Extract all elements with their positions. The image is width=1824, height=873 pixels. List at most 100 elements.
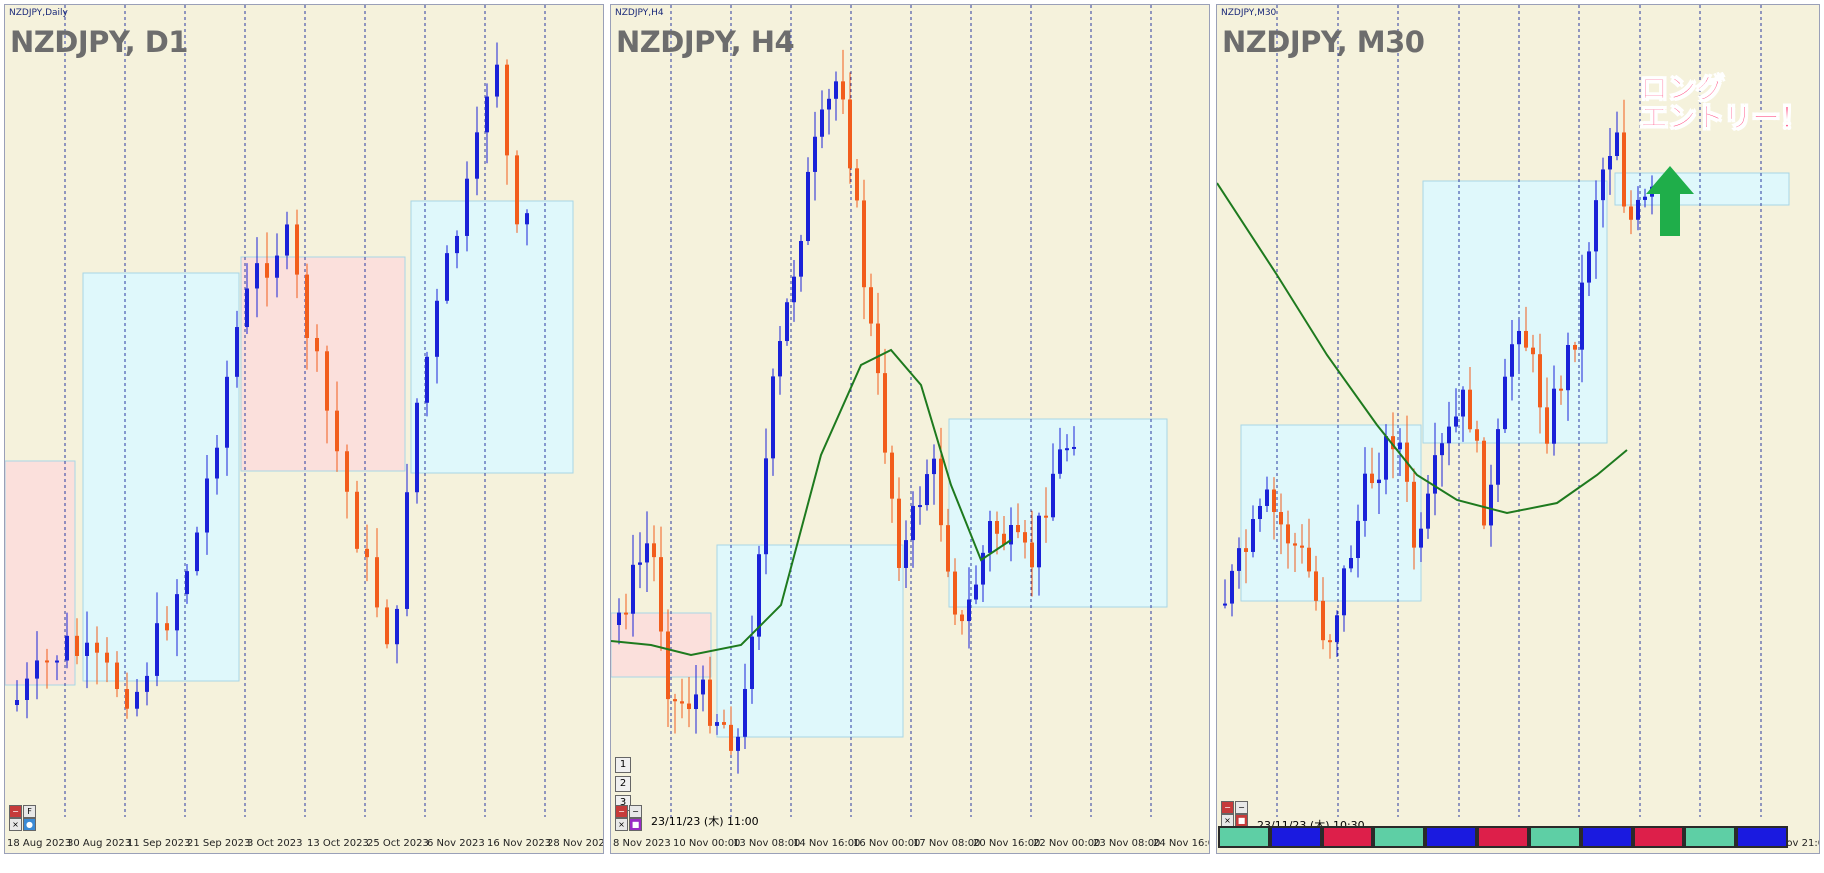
bear-candle bbox=[883, 373, 887, 453]
bear-candle bbox=[1391, 436, 1395, 450]
bull-candle bbox=[275, 255, 279, 278]
supply-demand-zone bbox=[1614, 172, 1790, 206]
supply-demand-zone bbox=[1422, 180, 1608, 444]
restore-icon[interactable]: − bbox=[1235, 801, 1248, 814]
bull-candle bbox=[445, 253, 449, 301]
button-2[interactable]: 2 bbox=[615, 776, 631, 792]
bull-candle bbox=[85, 642, 89, 656]
chart-panel-h4[interactable]: NZDJPY,H4 NZDJPY, H4 1 2 3 − − × ■ 23/11/2… bbox=[610, 4, 1210, 854]
bear-candle bbox=[1482, 440, 1486, 526]
bear-candle bbox=[505, 64, 509, 156]
bull-candle bbox=[1440, 443, 1444, 456]
bear-candle bbox=[1286, 524, 1290, 544]
bull-candle bbox=[155, 623, 159, 676]
bear-candle bbox=[1468, 389, 1472, 430]
bull-candle bbox=[1587, 251, 1591, 283]
bear-candle bbox=[1030, 542, 1034, 568]
bull-candle bbox=[205, 478, 209, 533]
bull-candle bbox=[778, 341, 782, 377]
bull-candle bbox=[834, 81, 838, 99]
restore-icon[interactable]: − bbox=[629, 805, 642, 818]
bull-candle bbox=[185, 571, 189, 595]
bull-candle bbox=[694, 694, 698, 710]
bear-candle bbox=[673, 699, 677, 702]
session-block bbox=[1425, 826, 1478, 848]
bear-candle bbox=[708, 679, 712, 726]
settings-icon[interactable]: ● bbox=[23, 818, 36, 831]
bear-candle bbox=[1328, 640, 1332, 643]
bear-candle bbox=[1300, 545, 1304, 548]
bear-candle bbox=[946, 525, 950, 572]
bull-candle bbox=[235, 327, 239, 377]
close-icon[interactable]: × bbox=[1221, 814, 1234, 827]
time-axis-tick: 13 Oct 2023 bbox=[307, 838, 369, 849]
bull-candle bbox=[1363, 473, 1367, 521]
bull-candle bbox=[1517, 330, 1521, 345]
bear-candle bbox=[1314, 571, 1318, 601]
bull-candle bbox=[715, 722, 719, 726]
bear-candle bbox=[325, 351, 329, 411]
time-axis-tick: 21 Sep 2023 bbox=[187, 838, 251, 849]
bull-candle bbox=[638, 562, 642, 565]
settings-icon[interactable]: ■ bbox=[629, 818, 642, 831]
bear-candle bbox=[1573, 344, 1577, 350]
button-f[interactable]: F bbox=[23, 805, 36, 818]
bear-candle bbox=[95, 642, 99, 653]
bear-candle bbox=[869, 287, 873, 324]
bear-candle bbox=[1002, 533, 1006, 545]
minimize-icon[interactable]: − bbox=[615, 805, 628, 818]
bull-candle bbox=[1230, 570, 1234, 604]
bear-candle bbox=[939, 458, 943, 526]
bear-candle bbox=[729, 724, 733, 751]
bull-candle bbox=[1065, 448, 1069, 451]
session-block bbox=[1684, 826, 1737, 848]
bull-candle bbox=[485, 96, 489, 133]
bull-candle bbox=[1510, 344, 1514, 377]
supply-demand-zone bbox=[5, 460, 76, 686]
time-axis: 8 Nov 2023 10 Nov 00:00 13 Nov 08:00 14 Nov… bbox=[611, 835, 1209, 853]
session-block bbox=[1736, 826, 1788, 848]
bull-candle bbox=[1384, 436, 1388, 480]
bull-candle bbox=[918, 505, 922, 508]
bull-candle bbox=[1377, 479, 1381, 484]
bull-candle bbox=[974, 584, 978, 600]
minimize-icon[interactable]: − bbox=[1221, 801, 1234, 814]
crosshair-datetime: 23/11/23 (木) 11:00 bbox=[651, 815, 759, 828]
bull-candle bbox=[25, 678, 29, 701]
bear-candle bbox=[1629, 206, 1633, 220]
bull-candle bbox=[65, 635, 69, 661]
button-1[interactable]: 1 bbox=[615, 757, 631, 773]
chart-panel-m30[interactable]: NZDJPY,M30 NZDJPY, M30 −− ×■ 23/11/23 (木… bbox=[1216, 4, 1820, 854]
bear-candle bbox=[897, 498, 901, 568]
bear-candle bbox=[365, 548, 369, 558]
bull-candle bbox=[495, 64, 499, 97]
bull-candle bbox=[631, 564, 635, 614]
bear-candle bbox=[666, 631, 670, 700]
time-axis-tick: 8 Nov 2023 bbox=[613, 838, 671, 849]
bull-candle bbox=[135, 691, 139, 709]
session-indicator-strip bbox=[1218, 826, 1788, 848]
bull-candle bbox=[1503, 376, 1507, 430]
bear-candle bbox=[848, 99, 852, 169]
bull-candle bbox=[743, 688, 747, 737]
bull-candle bbox=[465, 178, 469, 236]
session-block bbox=[1269, 826, 1322, 848]
bull-candle bbox=[1608, 156, 1612, 170]
bull-candle bbox=[455, 235, 459, 254]
close-icon[interactable]: × bbox=[9, 818, 22, 831]
bull-candle bbox=[757, 554, 761, 637]
bull-candle bbox=[1251, 519, 1255, 552]
time-axis-tick: 30 Aug 2023 bbox=[67, 838, 132, 849]
bull-candle bbox=[1051, 473, 1055, 518]
close-icon[interactable]: × bbox=[615, 818, 628, 831]
bull-candle bbox=[827, 98, 831, 110]
minimize-icon[interactable]: − bbox=[9, 805, 22, 818]
time-axis-tick: 3 Oct 2023 bbox=[247, 838, 303, 849]
bear-candle bbox=[45, 660, 49, 663]
bear-candle bbox=[355, 491, 359, 549]
bear-candle bbox=[1321, 600, 1325, 641]
annotation-line-2: エントリー！ bbox=[1639, 101, 1809, 134]
chart-panel-d1[interactable]: NZDJPY,Daily NZDJPY, D1 − F × ● 18 Aug 202… bbox=[4, 4, 604, 854]
bear-candle bbox=[1023, 532, 1027, 543]
bull-candle bbox=[1258, 505, 1262, 520]
